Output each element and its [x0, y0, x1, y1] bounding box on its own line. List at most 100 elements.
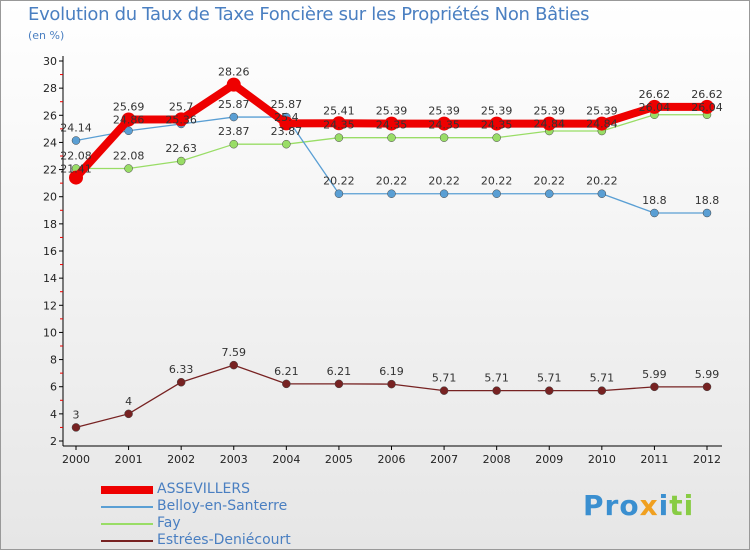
data-label: 24.35 — [428, 119, 460, 132]
data-point — [492, 386, 501, 395]
data-point — [492, 189, 501, 198]
data-label: 25.39 — [428, 105, 460, 118]
data-label: 25.39 — [376, 105, 408, 118]
data-point — [71, 423, 81, 432]
data-label: 21.41 — [60, 162, 92, 175]
data-point — [124, 409, 133, 419]
data-label: 25.7 — [169, 100, 194, 113]
data-label: 22.08 — [113, 149, 145, 162]
data-point — [545, 189, 554, 198]
data-label: 7.59 — [222, 346, 247, 359]
legend-item: Belloy-en-Santerre — [101, 498, 291, 515]
data-label: 23.87 — [218, 125, 250, 138]
x-tick-label: 2008 — [483, 453, 511, 466]
x-tick-label: 2007 — [430, 453, 458, 466]
data-label: 20.22 — [428, 175, 460, 188]
data-label: 25.39 — [481, 105, 513, 118]
data-point — [69, 170, 83, 185]
data-point — [334, 133, 344, 142]
data-label: 25.41 — [323, 104, 355, 117]
data-point — [700, 99, 714, 114]
data-point — [331, 116, 346, 131]
y-tick-label: 20 — [43, 191, 57, 204]
data-point — [176, 377, 186, 387]
y-tick-label: 16 — [43, 245, 57, 258]
data-point — [174, 112, 189, 127]
data-point — [650, 382, 659, 392]
data-point — [702, 208, 712, 218]
legend-swatch — [101, 539, 153, 542]
data-label: 26.62 — [691, 88, 723, 101]
data-label: 3 — [73, 408, 80, 421]
data-label: 20.22 — [323, 175, 355, 188]
data-point — [597, 386, 607, 395]
y-tick-label: 10 — [43, 326, 57, 339]
data-point — [229, 112, 238, 122]
data-label: 25.39 — [534, 105, 566, 118]
x-tick-label: 2005 — [325, 453, 353, 466]
y-tick-label: 24 — [43, 136, 57, 149]
data-point — [282, 379, 291, 389]
data-label: 18.8 — [695, 194, 720, 207]
data-label: 5.99 — [695, 368, 720, 381]
legend-item: ASSEVILLERS — [101, 481, 291, 498]
data-point — [334, 189, 344, 198]
data-label: 25.39 — [586, 105, 618, 118]
data-label: 24.14 — [60, 122, 92, 135]
data-label: 28.26 — [218, 66, 250, 79]
y-tick-label: 12 — [43, 299, 57, 312]
y-tick-label: 2 — [50, 435, 57, 448]
data-point — [384, 116, 399, 131]
data-point — [387, 189, 396, 198]
data-label: 5.71 — [537, 372, 562, 385]
legend-label: ASSEVILLERS — [157, 481, 250, 497]
data-point — [439, 189, 449, 198]
x-tick-label: 2010 — [588, 453, 616, 466]
data-point — [542, 116, 557, 131]
y-axis-label: (en %) — [28, 29, 65, 42]
x-tick-label: 2003 — [220, 453, 248, 466]
data-point — [176, 156, 186, 166]
data-point — [594, 116, 609, 131]
data-point — [279, 116, 294, 131]
legend-swatch — [101, 522, 153, 525]
data-label: 6.21 — [327, 365, 352, 378]
legend-item: Fay — [101, 515, 291, 532]
chart-title: Evolution du Taux de Taxe Foncière sur l… — [28, 4, 590, 25]
data-label: 24.35 — [323, 119, 355, 132]
x-tick-label: 2001 — [115, 453, 143, 466]
data-point — [387, 133, 396, 142]
x-tick-label: 2006 — [378, 453, 406, 466]
y-tick-label: 22 — [43, 164, 57, 177]
data-label: 5.99 — [642, 368, 667, 381]
data-label: 18.8 — [642, 194, 667, 207]
data-label: 26.04 — [639, 101, 671, 114]
data-point — [121, 112, 136, 127]
data-point — [439, 133, 449, 142]
data-point — [387, 379, 396, 389]
data-label: 6.33 — [169, 363, 194, 376]
legend-label: Fay — [157, 515, 181, 531]
data-point — [492, 133, 501, 142]
data-point — [545, 386, 554, 395]
data-point — [647, 99, 662, 114]
data-point — [437, 116, 452, 131]
data-label: 25.36 — [165, 113, 197, 126]
data-point — [597, 189, 607, 198]
data-label: 23.87 — [271, 125, 303, 138]
data-label: 4 — [125, 395, 132, 408]
data-label: 25.4 — [274, 111, 299, 124]
y-tick-label: 6 — [50, 381, 57, 394]
x-tick-label: 2000 — [62, 453, 90, 466]
data-label: 25.69 — [113, 100, 145, 113]
y-tick-label: 30 — [43, 55, 57, 68]
data-point — [226, 77, 241, 92]
data-label: 20.22 — [586, 175, 618, 188]
data-point — [650, 208, 659, 218]
data-point — [702, 382, 712, 392]
y-tick-label: 4 — [50, 408, 57, 421]
data-point — [334, 379, 344, 389]
y-tick-label: 28 — [43, 82, 57, 95]
x-tick-label: 2002 — [167, 453, 195, 466]
